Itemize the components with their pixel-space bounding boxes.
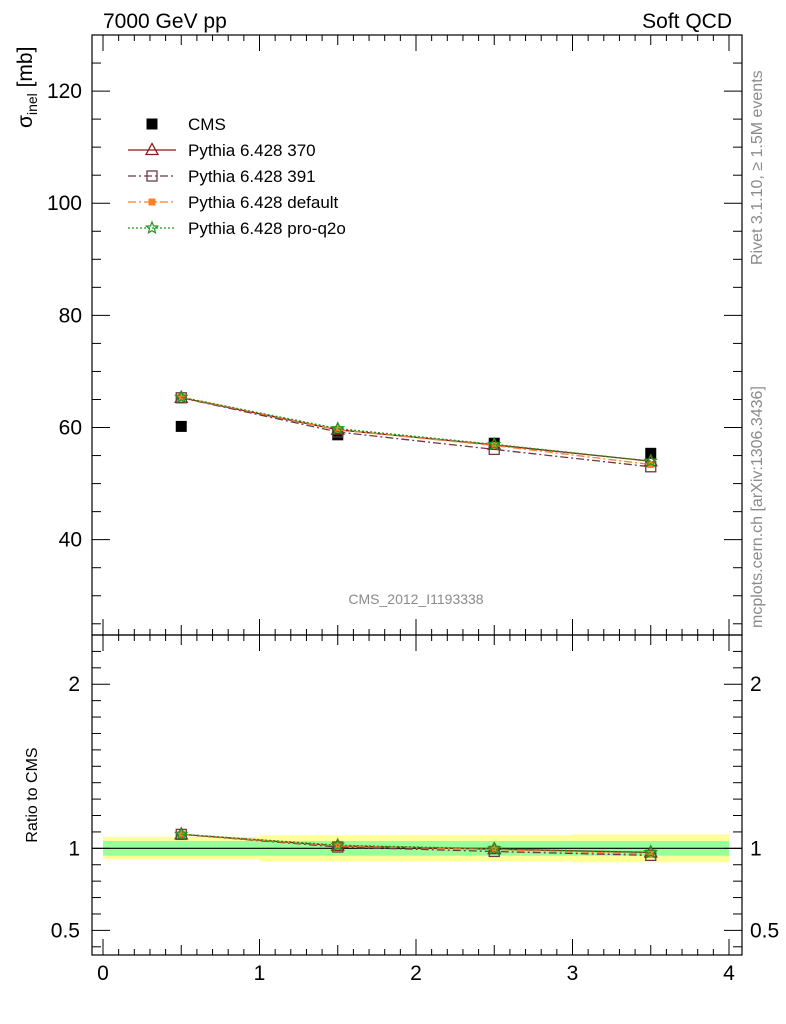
legend-item-p391: Pythia 6.428 391: [128, 167, 316, 186]
main-point-pq2o: [173, 389, 189, 404]
ratio-frame: [91, 634, 743, 956]
legend-label-p391: Pythia 6.428 391: [188, 167, 316, 186]
main-y-label-sub: inel: [24, 93, 40, 115]
main-y-label-unit: [mb]: [14, 47, 37, 94]
legend-label-data: CMS: [188, 115, 226, 134]
legend-label-pdefault: Pythia 6.428 default: [188, 193, 339, 212]
ratio-y-tick-label: 2: [68, 673, 80, 696]
ratio-x-tick-label: 0: [97, 962, 109, 985]
side-text-bottom: mcplots.cern.ch [arXiv:1306.3436]: [749, 386, 766, 628]
main-line-p370: [181, 397, 651, 462]
legend-item-pdefault: Pythia 6.428 default: [128, 193, 339, 212]
header-right: Soft QCD: [642, 10, 732, 33]
main-y-tick-label: 40: [59, 529, 82, 552]
ratio-y-tick-label-right: 1: [750, 837, 762, 860]
legend-item-p370: Pythia 6.428 370: [128, 141, 316, 160]
ratio-point-pdefault: [490, 845, 498, 853]
main-point-pdefault: [334, 426, 342, 434]
main-point-pdefault: [490, 441, 498, 449]
ratio-y-axis-label: Ratio to CMS: [24, 747, 41, 842]
legend-marker-p391: [146, 170, 158, 182]
ratio-series-layer: [173, 826, 659, 862]
header-left: 7000 GeV pp: [103, 10, 227, 33]
ratio-point-p391: [645, 849, 657, 862]
legend-label-pq2o: Pythia 6.428 pro-q2o: [188, 219, 346, 238]
legend-item-data: CMS: [146, 115, 226, 134]
main-point-data: [175, 420, 187, 432]
ratio-point-pq2o: [330, 837, 346, 852]
main-y-tick-label: 80: [59, 304, 82, 327]
ratio-line-p391: [181, 833, 651, 857]
main-series-layer: [173, 389, 659, 473]
main-y-tick-label: 120: [47, 80, 82, 103]
analysis-label: CMS_2012_I1193338: [348, 591, 483, 607]
main-line-pdefault: [181, 396, 651, 466]
ratio-y-tick-label: 0.5: [51, 919, 80, 942]
side-text-top: Rivet 3.1.10, ≥ 1.5M events: [749, 70, 766, 265]
legend-item-pq2o: Pythia 6.428 pro-q2o: [128, 219, 346, 238]
ratio-point-p391: [332, 841, 344, 853]
main-point-pdefault: [177, 393, 185, 401]
axes-layer: 40 60 80 100 120 0 1 2 3 4 0.5 0.5 1 1 2 2: [47, 34, 779, 985]
ratio-point-pdefault: [334, 842, 342, 850]
main-point-pdefault: [647, 461, 655, 469]
main-y-tick-label: 60: [59, 417, 82, 440]
ratio-point-pq2o: [173, 826, 189, 841]
main-y-axis-label: σinel [mb]: [14, 47, 40, 128]
ratio-x-tick-label: 4: [723, 962, 735, 985]
legend-label-p370: Pythia 6.428 370: [188, 141, 316, 160]
main-point-pq2o: [330, 420, 346, 435]
main-line-p391: [181, 397, 651, 468]
main-y-tick-label: 100: [47, 192, 82, 215]
legend-marker-p370: [144, 142, 160, 156]
ratio-y-tick-label: 1: [68, 837, 80, 860]
ratio-x-tick-label: 1: [254, 962, 266, 985]
ratio-x-tick-label: 2: [410, 962, 422, 985]
ratio-y-tick-label-right: 0.5: [750, 919, 779, 942]
main-y-label-symbol: σ: [14, 115, 37, 128]
ratio-line-pdefault: [181, 833, 651, 855]
ratio-y-tick-label-right: 2: [750, 673, 762, 696]
legend-marker-pdefault: [148, 198, 156, 206]
main-point-pq2o: [643, 453, 659, 468]
legend-marker-pq2o: [144, 220, 160, 235]
main-point-pq2o: [486, 436, 502, 451]
legend-marker-data: [146, 118, 158, 130]
main-line-pq2o: [181, 396, 651, 462]
ratio-point-pdefault: [647, 850, 655, 858]
legend: CMS Pythia 6.428 370 Pythia 6.428 391 Pythi…: [128, 115, 346, 238]
ratio-x-tick-label: 3: [567, 962, 579, 985]
ratio-point-pq2o: [643, 844, 659, 859]
ratio-point-pq2o: [486, 841, 502, 856]
ratio-point-pdefault: [177, 830, 185, 838]
